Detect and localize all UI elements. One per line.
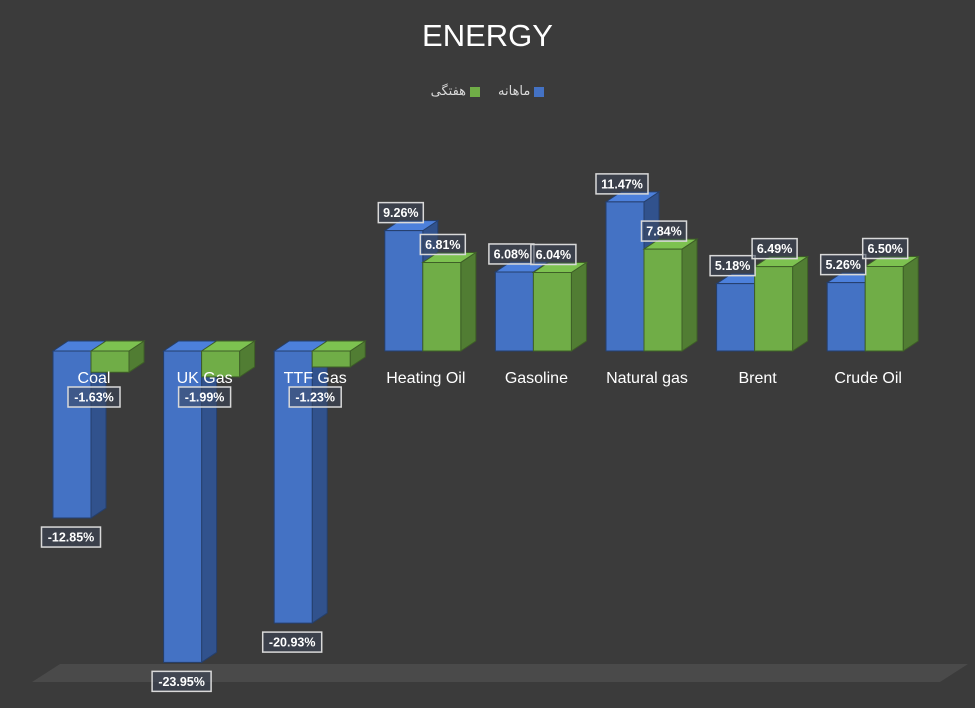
- svg-text:6.49%: 6.49%: [757, 242, 792, 256]
- legend-swatch-weekly: [470, 86, 481, 97]
- category-label-2: TTF Gas: [284, 370, 347, 387]
- legend-swatch-monthly: [534, 86, 545, 97]
- data-label-monthly-6: 5.18%: [709, 254, 756, 277]
- data-label-weekly-1: -1.99%: [177, 386, 232, 408]
- data-label-weekly-0: -1.63%: [67, 386, 121, 408]
- svg-text:-23.95%: -23.95%: [158, 675, 205, 689]
- data-label-weekly-5: 7.84%: [640, 220, 688, 242]
- bar-monthly-2: [272, 340, 329, 625]
- data-label-monthly-3: 9.26%: [377, 201, 425, 224]
- bar-monthly-1: [161, 340, 219, 664]
- svg-text:-1.23%: -1.23%: [295, 391, 335, 405]
- svg-text:-20.93%: -20.93%: [269, 636, 316, 650]
- bar-weekly-0: [89, 340, 146, 374]
- bar-weekly-4: [531, 261, 589, 352]
- svg-text:-1.99%: -1.99%: [185, 391, 225, 405]
- svg-text:6.08%: 6.08%: [494, 247, 529, 261]
- svg-text:6.81%: 6.81%: [425, 238, 460, 252]
- bar-weekly-3: [421, 251, 478, 352]
- svg-text:11.47%: 11.47%: [601, 177, 643, 191]
- svg-text:9.26%: 9.26%: [383, 206, 418, 220]
- bar-weekly-1: [199, 340, 257, 378]
- category-label-4: Gasoline: [505, 370, 568, 387]
- category-label-1: UK Gas: [177, 370, 233, 387]
- data-label-monthly-4: 6.08%: [488, 243, 535, 265]
- data-label-monthly-7: 5.26%: [819, 253, 867, 276]
- bar-weekly-5: [642, 238, 699, 352]
- category-label-6: Brent: [738, 370, 777, 387]
- data-label-monthly-1: -23.95%: [151, 670, 212, 693]
- bar-weekly-6: [752, 255, 810, 352]
- svg-text:5.18%: 5.18%: [715, 259, 750, 273]
- legend-item-monthly: ماهانه: [498, 84, 545, 99]
- svg-text:5.26%: 5.26%: [825, 258, 860, 272]
- data-label-weekly-4: 6.04%: [530, 243, 577, 266]
- bar-weekly-2: [310, 340, 367, 368]
- legend-label-monthly: ماهانه: [498, 84, 531, 99]
- category-label-0: Coal: [78, 370, 111, 387]
- category-label-7: Crude Oil: [834, 370, 902, 387]
- legend: ماهانه هفتگی: [0, 84, 975, 99]
- data-label-weekly-2: -1.23%: [288, 386, 342, 408]
- data-label-monthly-2: -20.93%: [261, 631, 323, 653]
- svg-text:-1.63%: -1.63%: [74, 391, 114, 405]
- svg-text:7.84%: 7.84%: [646, 225, 681, 239]
- svg-text:6.50%: 6.50%: [867, 242, 902, 256]
- data-label-monthly-5: 11.47%: [595, 173, 649, 195]
- data-label-weekly-6: 6.49%: [751, 237, 798, 260]
- chart-floor: [32, 664, 968, 682]
- bar-weekly-7: [863, 255, 920, 352]
- svg-text:-12.85%: -12.85%: [48, 531, 95, 545]
- legend-item-weekly: هفتگی: [430, 84, 481, 99]
- chart-title: ENERGY: [422, 18, 553, 53]
- legend-label-weekly: هفتگی: [430, 84, 467, 99]
- data-label-weekly-3: 6.81%: [419, 233, 467, 256]
- data-label-weekly-7: 6.50%: [861, 237, 909, 260]
- category-label-5: Natural gas: [606, 370, 688, 387]
- data-label-monthly-0: -12.85%: [40, 526, 102, 548]
- svg-text:6.04%: 6.04%: [536, 248, 571, 262]
- category-label-3: Heating Oil: [386, 370, 465, 387]
